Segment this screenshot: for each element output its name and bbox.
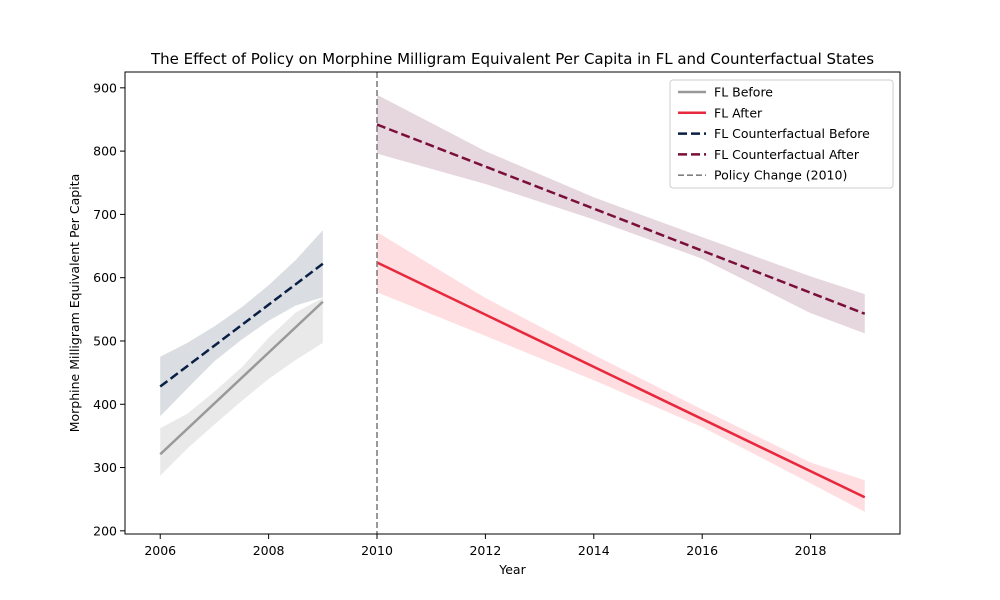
legend-label-fl-before: FL Before [714, 85, 773, 100]
legend-label-policy-change-2010: Policy Change (2010) [714, 168, 847, 183]
plot-frame [124, 71, 901, 535]
band-fl-before [160, 297, 323, 476]
line-fl-counterfactual-after [376, 123, 866, 315]
line-fl-after [376, 261, 866, 499]
confidence-bands [160, 94, 865, 512]
x-tick-label: 2014 [578, 543, 610, 558]
legend: FL Before FL After FL Counterfactual Befor… [669, 79, 894, 189]
x-tick-label: 2008 [253, 543, 285, 558]
axes [124, 71, 901, 535]
legend-box [669, 79, 894, 189]
y-tick-label: 400 [93, 397, 117, 412]
y-tick-label: 800 [93, 144, 117, 159]
band-fl-counterfactual-after [377, 94, 865, 334]
x-tick-label: 2012 [469, 543, 501, 558]
y-tick-label: 300 [93, 460, 117, 475]
ticks: 2006 2008 2010 2012 2014 2016 2018 200 300 400 500… [93, 80, 826, 558]
series-lines [159, 72, 866, 534]
x-tick-label: 2006 [144, 543, 176, 558]
y-tick-label: 700 [93, 207, 117, 222]
x-tick-label: 2016 [686, 543, 718, 558]
line-fl-counterfactual-before [159, 262, 324, 388]
x-axis-title: Year [498, 562, 526, 577]
y-tick-label: 500 [93, 333, 117, 348]
y-axis-title: Morphine Milligram Equivalent Per Capita [67, 174, 82, 433]
x-tick-label: 2018 [795, 543, 827, 558]
band-fl-counterfactual-before [160, 230, 323, 417]
line-fl-before [159, 300, 324, 456]
x-tick-label: 2010 [361, 543, 393, 558]
legend-label-fl-counterfactual-after: FL Counterfactual After [714, 147, 860, 162]
band-fl-after [377, 232, 865, 512]
chart-title: The Effect of Policy on Morphine Milligr… [150, 50, 874, 68]
y-tick-label: 200 [93, 523, 117, 538]
y-tick-label: 900 [93, 80, 117, 95]
legend-label-fl-counterfactual-before: FL Counterfactual Before [714, 126, 870, 141]
legend-label-fl-after: FL After [714, 105, 763, 120]
y-tick-label: 600 [93, 270, 117, 285]
